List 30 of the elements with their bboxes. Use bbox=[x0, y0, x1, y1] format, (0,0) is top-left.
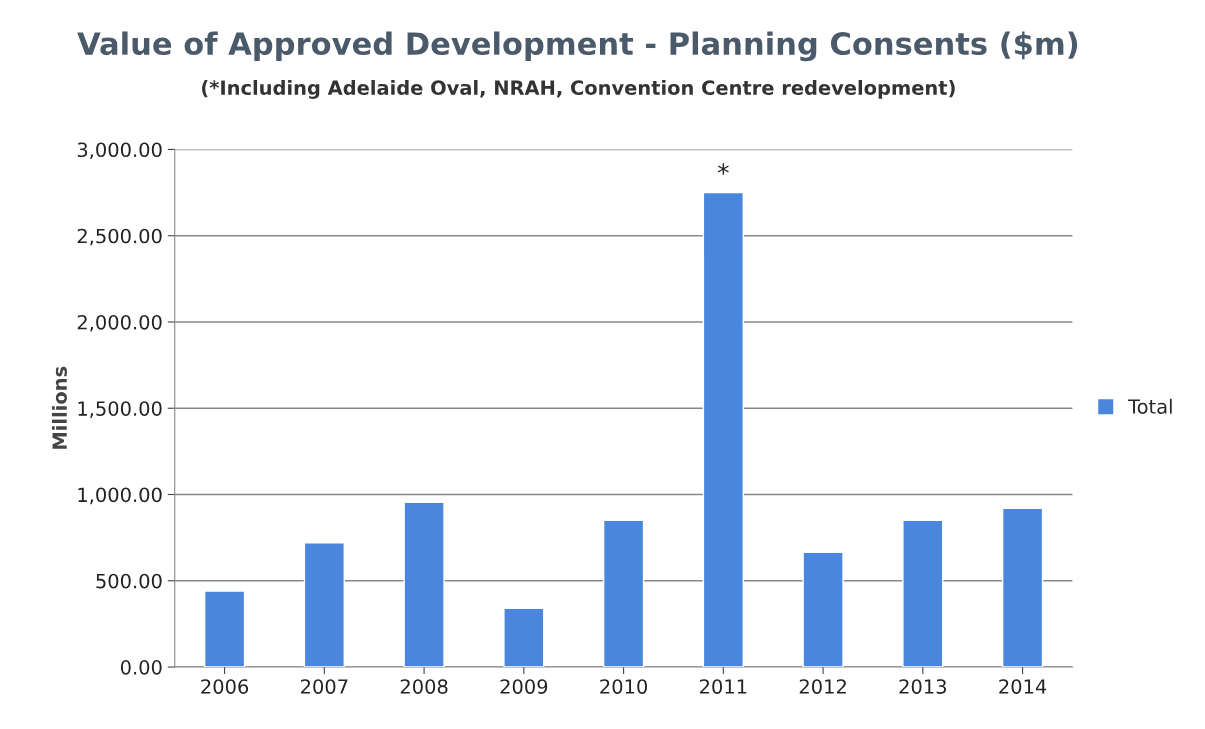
x-tick-label: 2008 bbox=[400, 679, 448, 694]
chart-title: Value of Approved Development - Planning Consents ($m) bbox=[77, 31, 1078, 62]
annotation: * bbox=[717, 163, 729, 175]
x-tick-label: 2012 bbox=[799, 679, 846, 694]
y-tick-label: 3,000.00 bbox=[77, 142, 162, 160]
bar bbox=[902, 519, 944, 668]
x-tick-label: 2007 bbox=[301, 679, 348, 694]
y-axis-title: Millions bbox=[51, 366, 68, 449]
bar bbox=[303, 542, 345, 668]
x-tick-label: 2013 bbox=[899, 679, 947, 694]
bar bbox=[403, 501, 445, 668]
y-tick-label: 2,500.00 bbox=[77, 228, 162, 246]
y-tick-label: 0.00 bbox=[120, 659, 162, 675]
bar bbox=[1001, 507, 1044, 668]
bar bbox=[602, 519, 645, 668]
bar bbox=[503, 607, 545, 668]
x-tick-label: 2011 bbox=[700, 679, 747, 694]
x-tick-label: 2010 bbox=[600, 679, 648, 694]
chart-subtitle: (*Including Adelaide Oval, NRAH, Convention Centre redevelopment) bbox=[202, 80, 955, 99]
y-tick-label: 1,000.00 bbox=[78, 487, 162, 505]
legend-label: Total bbox=[1128, 398, 1172, 414]
bar bbox=[203, 590, 246, 668]
bar bbox=[702, 191, 744, 668]
x-tick-label: 2006 bbox=[201, 679, 249, 694]
y-tick-label: 1,500.00 bbox=[78, 401, 162, 418]
y-tick-label: 500.00 bbox=[96, 573, 162, 589]
x-tick-label: 2014 bbox=[999, 679, 1047, 694]
y-tick-label: 2,000.00 bbox=[77, 314, 162, 332]
x-tick-label: 2009 bbox=[500, 679, 548, 694]
bar bbox=[802, 551, 844, 668]
